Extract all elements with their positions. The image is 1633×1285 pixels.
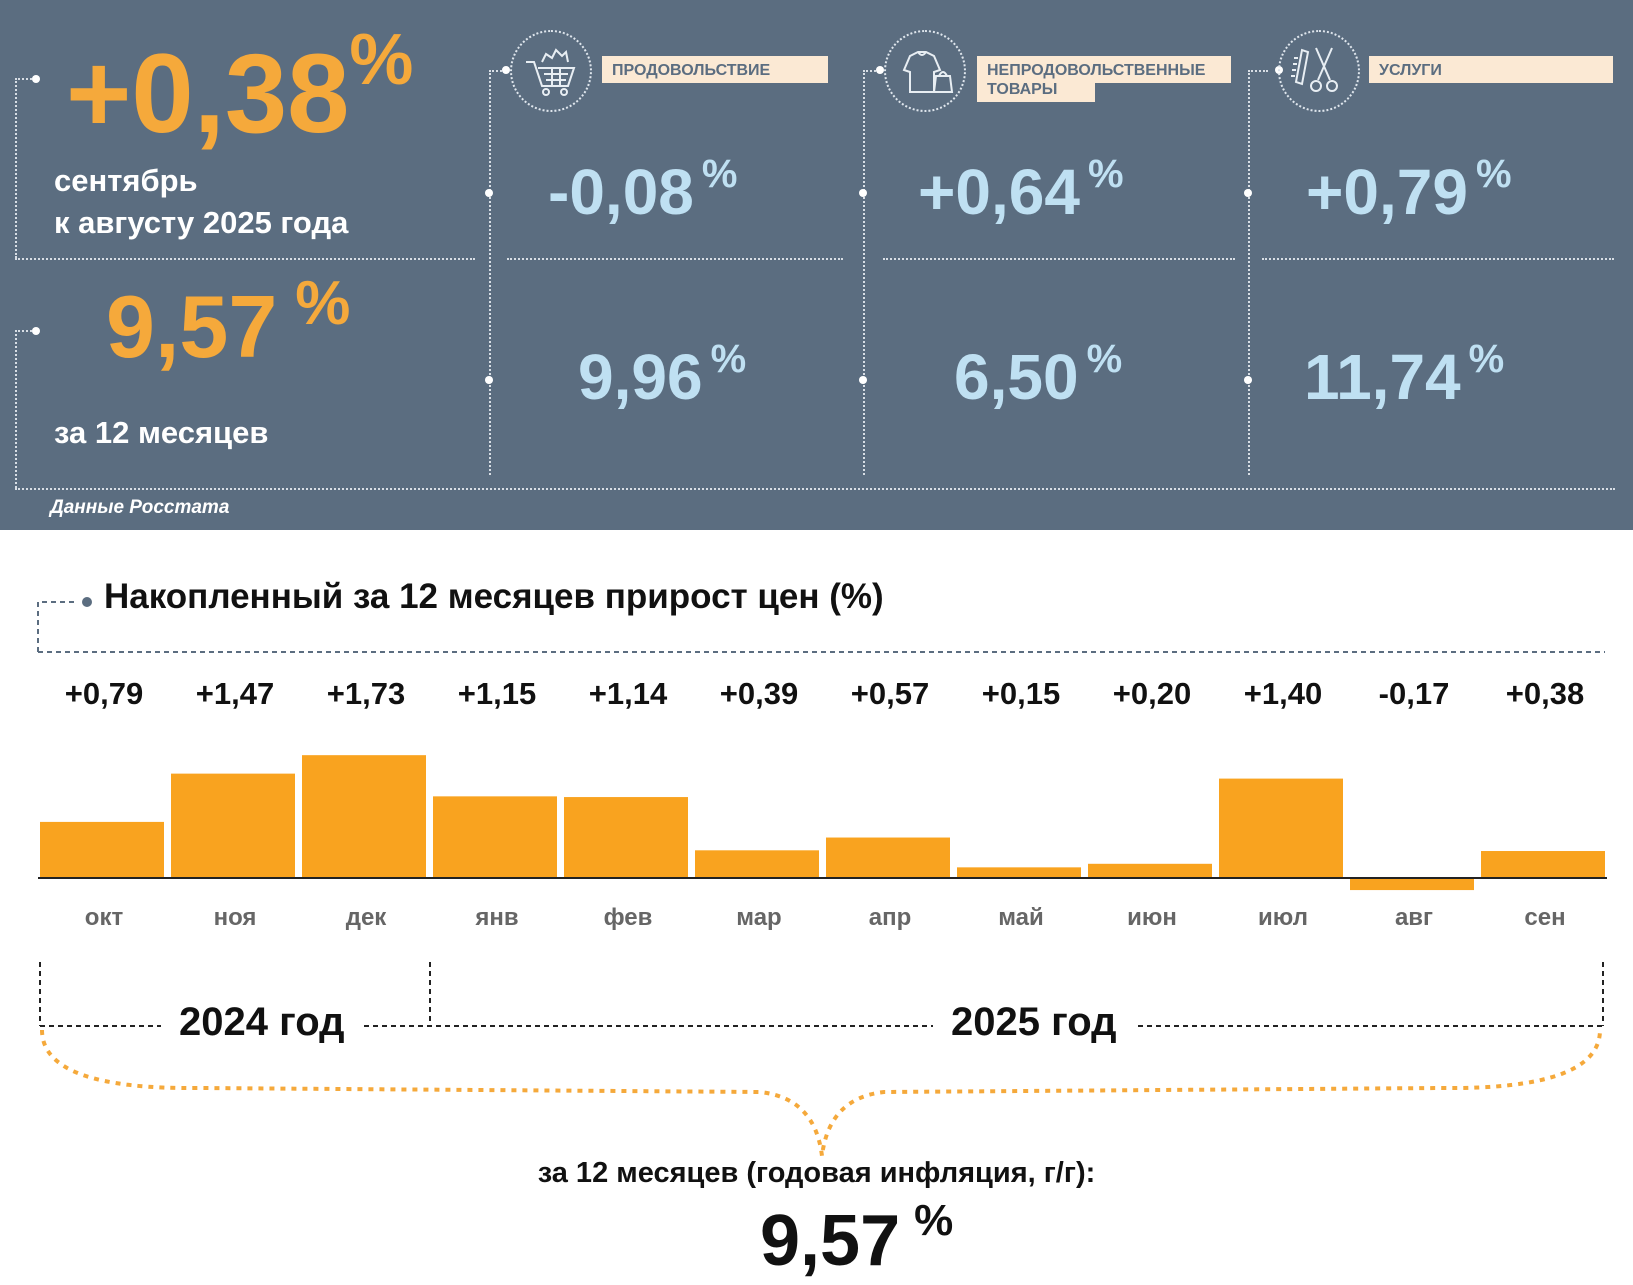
bar-мар — [695, 850, 819, 878]
category-label-янв: янв — [474, 904, 518, 931]
annual-total-label: за 12 месяцев (годовая инфляция, г/г): — [537, 1157, 1096, 1189]
divider — [863, 70, 865, 475]
divider — [15, 488, 1615, 490]
category-label-июл: июл — [1258, 904, 1308, 931]
divider — [863, 70, 883, 72]
value-label-ноя: +1,47 — [196, 676, 274, 711]
value-label-авг: -0,17 — [1379, 676, 1450, 711]
bullet-dot — [502, 66, 510, 74]
nonfood-annual-value: 6,50% — [954, 337, 1123, 413]
annual-period-label: за 12 месяцев — [54, 415, 269, 450]
bullet-dot — [485, 189, 493, 197]
category-label-дек: дек — [346, 904, 388, 931]
monthly-period-line2: к августу 2025 года — [54, 205, 349, 240]
bar-окт — [40, 821, 164, 878]
bar-апр — [826, 837, 950, 878]
category-label-фев: фев — [604, 904, 653, 931]
summary-panel: +0,38% сентябрь к августу 2025 года 9,57… — [0, 0, 1633, 530]
divider — [489, 70, 491, 475]
annual-total-value: 9,57% — [760, 1196, 954, 1281]
monthly-bar-chart: +0,79 окт +1,47 ноя +1,73 дек +1,15 янв +1,14 фев… — [38, 676, 1607, 931]
bullet-dot — [1244, 376, 1252, 384]
category-label-nonfood: НЕПРОДОВОЛЬСТВЕННЫЕ — [977, 56, 1231, 83]
value-label-апр: +0,57 — [851, 676, 929, 711]
bullet-dot — [32, 327, 40, 335]
category-label-сен: сен — [1524, 904, 1565, 931]
bullet-dot — [1244, 189, 1252, 197]
comb-scissors-icon — [1278, 30, 1360, 112]
value-label-дек: +1,73 — [327, 676, 405, 711]
value-label-янв: +1,15 — [458, 676, 536, 711]
annual-inflation-value: 9,57% — [106, 269, 351, 376]
year-brackets — [39, 962, 1604, 1157]
nonfood-monthly-value: +0,64% — [918, 152, 1124, 228]
divider — [15, 78, 35, 80]
bar-авг — [1350, 878, 1474, 891]
category-label-мар: мар — [736, 904, 781, 931]
services-monthly-value: +0,79% — [1306, 152, 1512, 228]
year-label-2025: 2025 год — [933, 1000, 1135, 1045]
bar-июн — [1088, 863, 1212, 878]
food-monthly-value: -0,08% — [548, 152, 738, 228]
category-label-май: май — [998, 904, 1044, 931]
chart-title: Накопленный за 12 месяцев прирост цен (%… — [104, 577, 884, 616]
divider — [883, 258, 1235, 260]
category-label-ноя: ноя — [214, 904, 257, 931]
divider — [1262, 258, 1614, 260]
food-annual-value: 9,96% — [578, 337, 747, 413]
bullet-dot — [32, 75, 40, 83]
value-label-июн: +0,20 — [1113, 676, 1191, 711]
shopping-cart-icon — [510, 30, 592, 112]
services-annual-value: 11,74% — [1304, 337, 1505, 413]
bar-фев — [564, 797, 688, 878]
divider — [1248, 70, 1268, 72]
bar-май — [957, 867, 1081, 878]
bullet-dot — [485, 376, 493, 384]
bullet-dot — [876, 66, 884, 74]
category-label-июн: июн — [1127, 904, 1177, 931]
divider — [507, 258, 843, 260]
category-label-авг: авг — [1395, 904, 1433, 931]
value-label-окт: +0,79 — [65, 676, 143, 711]
category-label-апр: апр — [869, 904, 912, 931]
divider — [489, 70, 509, 72]
category-label-food: ПРОДОВОЛЬСТВИЕ — [602, 56, 828, 83]
bar-сен — [1481, 851, 1605, 878]
category-label-nonfood-line2: ТОВАРЫ — [977, 80, 1095, 102]
category-label-nonfood-line1: НЕПРОДОВОЛЬСТВЕННЫЕ — [987, 62, 1206, 79]
clothes-bag-icon — [884, 30, 966, 112]
bar-дек — [302, 755, 426, 878]
monthly-period-line1: сентябрь — [54, 163, 198, 198]
divider — [15, 258, 475, 260]
monthly-inflation-value: +0,38% — [66, 20, 414, 156]
divider — [15, 330, 35, 332]
year-label-2024: 2024 год — [161, 1000, 363, 1045]
category-label-services: УСЛУГИ — [1369, 56, 1613, 83]
bullet-dot — [859, 376, 867, 384]
value-label-фев: +1,14 — [589, 676, 668, 711]
value-label-сен: +0,38 — [1506, 676, 1584, 711]
divider — [15, 78, 17, 258]
heading-connector — [37, 597, 1605, 653]
category-label-окт: окт — [85, 904, 124, 931]
data-source: Данные Росстата — [50, 497, 230, 518]
bar-янв — [433, 796, 557, 878]
value-label-мар: +0,39 — [720, 676, 798, 711]
bar-июл — [1219, 778, 1343, 878]
divider — [1248, 70, 1250, 475]
value-label-июл: +1,40 — [1244, 676, 1322, 711]
value-label-май: +0,15 — [982, 676, 1060, 711]
bullet-dot — [859, 189, 867, 197]
bar-ноя — [171, 773, 295, 878]
divider — [15, 330, 17, 488]
